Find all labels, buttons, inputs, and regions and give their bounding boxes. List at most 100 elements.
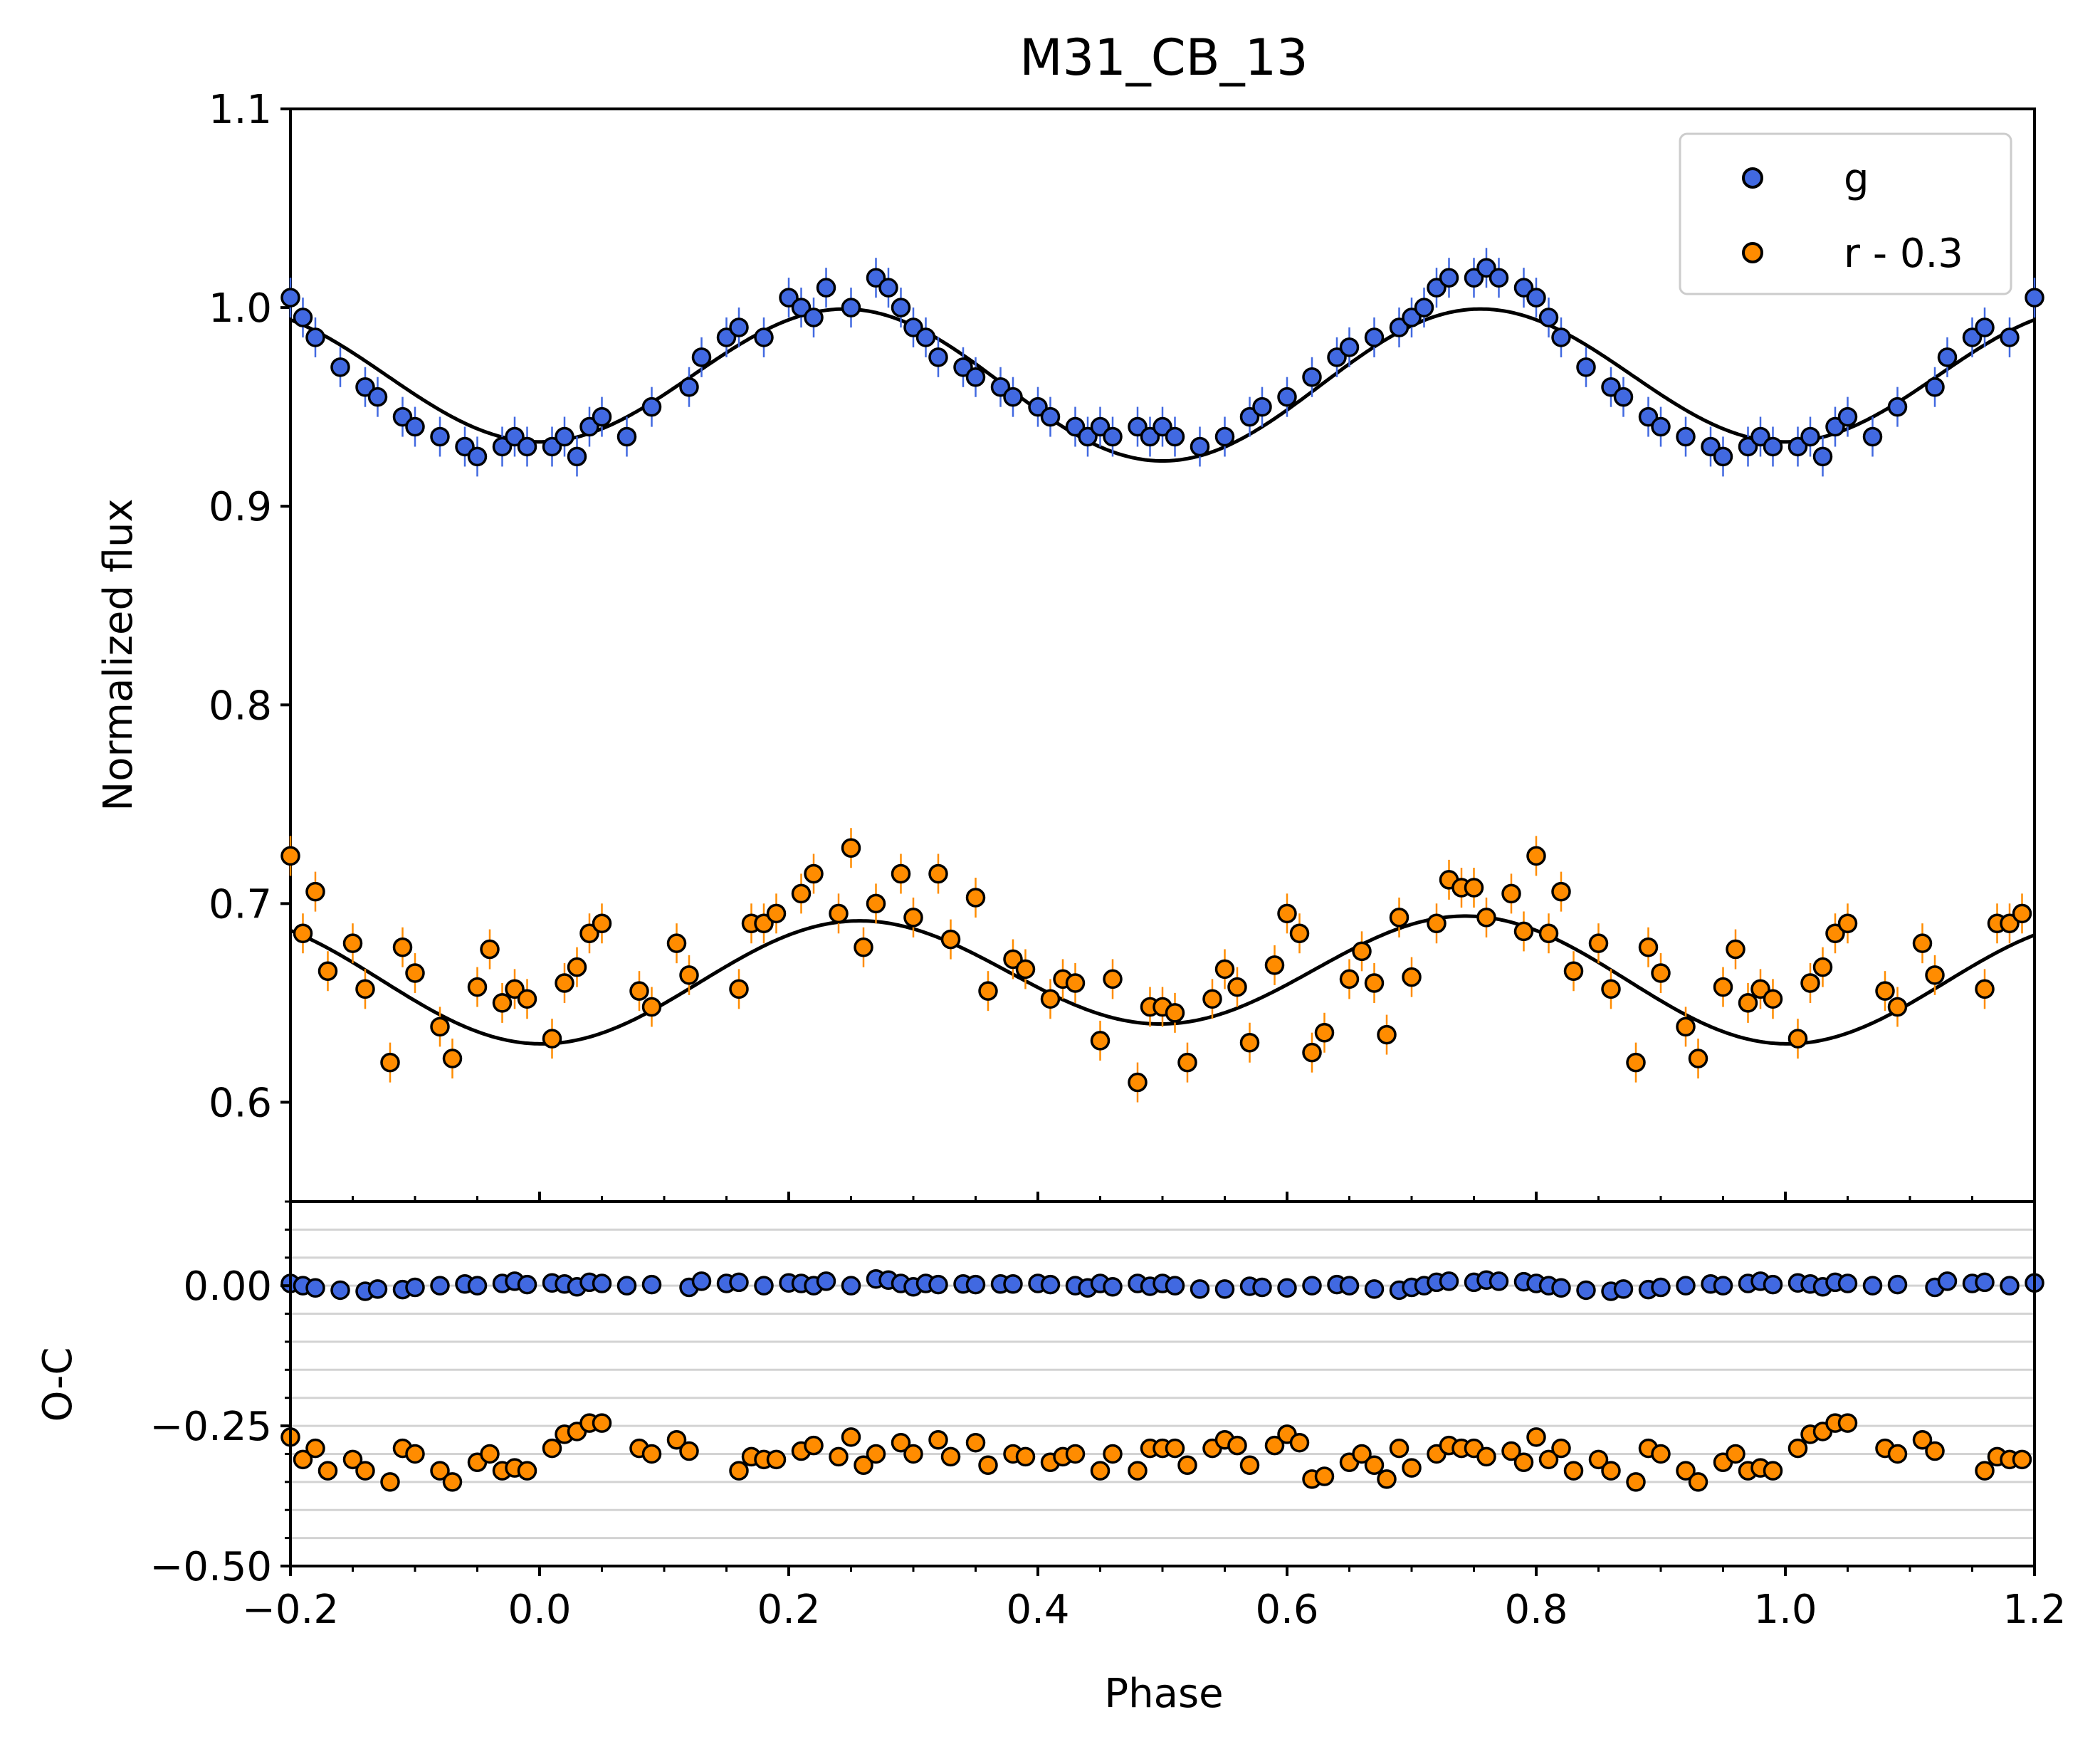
r-residual-point	[1378, 1471, 1395, 1488]
g-residual-point	[307, 1279, 324, 1296]
r-data-point	[1876, 982, 1894, 999]
x-axis-label: Phase	[1104, 1671, 1223, 1717]
g-data-point	[818, 279, 835, 296]
r-residual-point	[805, 1437, 822, 1454]
r-residual-point	[768, 1451, 785, 1468]
r-residual-point	[307, 1440, 324, 1457]
r-residual-point	[1092, 1462, 1109, 1479]
r-data-point	[843, 839, 860, 856]
g-data-point	[1577, 359, 1595, 376]
r-residual-point	[843, 1429, 860, 1446]
r-data-point	[793, 885, 810, 902]
r-data-point	[357, 980, 374, 997]
g-residual-point	[369, 1281, 387, 1298]
r-residual-point	[1291, 1434, 1308, 1451]
g-residual-point	[967, 1276, 985, 1293]
legend-g-marker	[1743, 169, 1762, 187]
r-data-point	[1104, 970, 1121, 987]
g-data-point	[1652, 419, 1669, 436]
g-data-point	[805, 309, 822, 326]
g-residual-point	[519, 1276, 536, 1293]
g-residual-point	[1491, 1273, 1508, 1290]
r-residual-point	[730, 1462, 747, 1479]
g-residual-point	[1254, 1279, 1271, 1296]
g-residual-point	[1192, 1281, 1209, 1298]
r-residual-point	[1366, 1456, 1383, 1474]
r-data-point	[406, 965, 424, 982]
g-data-point	[1677, 429, 1694, 446]
r-data-point	[1204, 990, 1221, 1007]
g-data-point	[730, 319, 747, 336]
g-residual-point	[1765, 1276, 1782, 1293]
r-data-point	[1017, 960, 1034, 977]
g-data-point	[693, 349, 710, 366]
legend-g-label: g	[1844, 156, 1869, 202]
r-data-point	[1590, 935, 1607, 952]
r-residual-point	[481, 1445, 498, 1462]
g-data-point	[1217, 429, 1234, 446]
r-data-point	[943, 931, 960, 948]
r-data-point	[394, 939, 411, 956]
top-y-tick-label: 0.9	[209, 484, 272, 530]
r-data-point	[494, 994, 511, 1012]
r-data-point	[282, 847, 299, 864]
r-residual-point	[1516, 1454, 1533, 1471]
r-data-point	[1976, 980, 1993, 997]
top-y-tick-label: 0.6	[209, 1080, 272, 1126]
r-residual-point	[519, 1462, 536, 1479]
g-residual-point	[1577, 1281, 1595, 1298]
g-data-point	[893, 299, 910, 316]
r-data-point	[1540, 925, 1558, 942]
top-y-tick-label: 0.8	[209, 683, 272, 729]
g-data-point	[1889, 399, 1906, 416]
g-data-point	[469, 448, 486, 465]
r-data-point	[1627, 1054, 1644, 1071]
g-residual-point	[1553, 1279, 1570, 1296]
r-residual-point	[1179, 1456, 1196, 1474]
r-residual-point	[1241, 1456, 1259, 1474]
g-data-point	[569, 448, 586, 465]
g-data-point	[2001, 329, 2018, 346]
x-tick-label: 0.0	[508, 1587, 571, 1633]
r-data-point	[980, 982, 997, 999]
g-data-point	[1815, 448, 1832, 465]
r-data-point	[569, 959, 586, 976]
g-residual-point	[1839, 1275, 1857, 1292]
r-data-point	[1677, 1018, 1694, 1035]
r-data-point	[1279, 905, 1296, 922]
r-residual-point	[1167, 1440, 1184, 1457]
g-data-point	[755, 329, 772, 346]
r-residual-point	[382, 1474, 399, 1491]
r-residual-point	[1528, 1429, 1545, 1446]
r-data-point	[855, 939, 872, 956]
g-data-point	[1441, 269, 1458, 286]
g-data-point	[1553, 329, 1570, 346]
g-data-point	[1528, 289, 1545, 306]
r-data-point	[1241, 1034, 1259, 1051]
r-data-point	[320, 962, 337, 979]
r-data-point	[1802, 975, 1819, 992]
g-data-point	[307, 329, 324, 346]
r-data-point	[1428, 915, 1445, 932]
r-data-point	[1129, 1074, 1146, 1091]
g-residual-point	[755, 1277, 772, 1294]
g-residual-point	[594, 1275, 611, 1292]
r-data-point	[1528, 847, 1545, 864]
g-data-point	[1976, 319, 1993, 336]
r-data-point	[1179, 1054, 1196, 1071]
g-residual-point	[1441, 1273, 1458, 1290]
r-residual-point	[980, 1456, 997, 1474]
g-data-point	[1366, 329, 1383, 346]
g-residual-point	[1167, 1277, 1184, 1294]
x-tick-label: 0.2	[757, 1587, 820, 1633]
g-residual-point	[1615, 1281, 1632, 1298]
r-data-point	[1839, 915, 1857, 932]
g-data-point	[431, 429, 448, 446]
x-tick-label: −0.2	[242, 1587, 339, 1633]
r-data-point	[893, 866, 910, 883]
r-residual-point	[1976, 1462, 1993, 1479]
r-data-point	[307, 883, 324, 900]
r-data-point	[1690, 1050, 1707, 1067]
r-residual-point	[1565, 1462, 1582, 1479]
r-residual-point	[681, 1443, 698, 1460]
